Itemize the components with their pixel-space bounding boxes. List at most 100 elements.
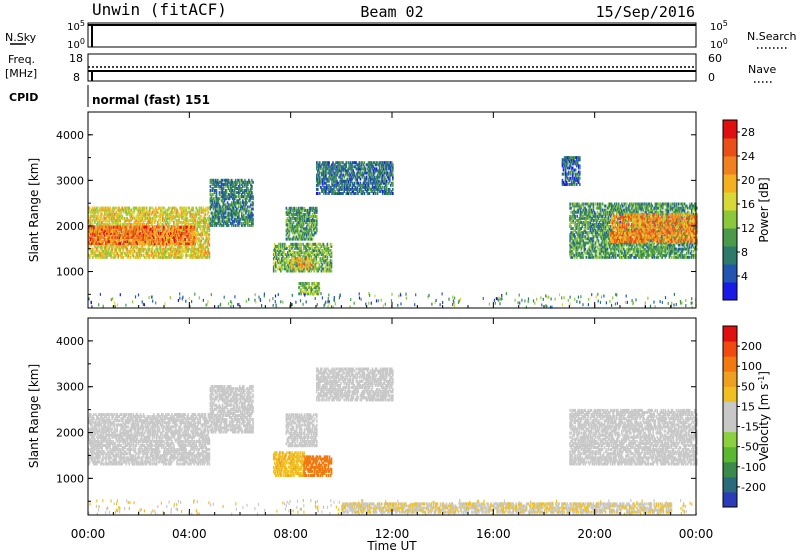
- heatmap-cell: [117, 212, 119, 216]
- heatmap-cell: [88, 240, 90, 244]
- heatmap-cell: [110, 243, 112, 247]
- heatmap-cell: [178, 233, 180, 237]
- heatmap-cell: [136, 242, 139, 246]
- heatmap-cell: [290, 253, 292, 257]
- heatmap-cell: [291, 237, 294, 241]
- heatmap-cell: [107, 208, 109, 212]
- heatmap-cell: [565, 174, 568, 178]
- heatmap-cell: [221, 182, 224, 186]
- heatmap-cell: [88, 206, 90, 210]
- heatmap-cell: [303, 206, 306, 210]
- heatmap-cell: [181, 216, 183, 220]
- heatmap-cell: [199, 214, 202, 218]
- heatmap-cell: [119, 233, 121, 237]
- heatmap-cell: [344, 169, 346, 173]
- heatmap-cell: [97, 208, 99, 212]
- heatmap-cell: [387, 165, 390, 169]
- heatmap-cell: [391, 165, 393, 169]
- heatmap-cell: [222, 213, 225, 217]
- heatmap-cell: [316, 286, 319, 290]
- heatmap-cell: [217, 219, 220, 223]
- heatmap-cell: [181, 236, 183, 239]
- heatmap-cell: [303, 244, 305, 248]
- heatmap-cell: [131, 247, 134, 251]
- heatmap-cell: [306, 237, 309, 241]
- heatmap-cell: [284, 242, 286, 246]
- heatmap-cell: [378, 161, 381, 165]
- heatmap-cell: [149, 210, 152, 214]
- heatmap-cell: [366, 192, 369, 195]
- heatmap-cell: [183, 227, 185, 231]
- heatmap-cell: [315, 231, 317, 235]
- heatmap-cell: [376, 183, 379, 187]
- heatmap-cell: [303, 229, 306, 233]
- heatmap-cell: [320, 165, 322, 169]
- heatmap-cell: [576, 239, 578, 243]
- heatmap-cell: [144, 251, 147, 255]
- heatmap-cell: [354, 165, 357, 169]
- heatmap-cell: [150, 242, 153, 246]
- heatmap-cell: [104, 243, 106, 247]
- heatmap-cell: [372, 173, 375, 177]
- heatmap-cell: [194, 225, 196, 228]
- heatmap-cell: [186, 229, 188, 233]
- heatmap-cell: [206, 241, 209, 245]
- heatmap-cell: [347, 185, 349, 189]
- heatmap-cell: [230, 201, 233, 205]
- heatmap-cell: [211, 193, 214, 197]
- heatmap-cell: [249, 211, 251, 215]
- heatmap-cell: [305, 242, 307, 246]
- heatmap-cell: [572, 245, 574, 249]
- heatmap-cell: [144, 233, 147, 237]
- heatmap-cell: [238, 178, 240, 182]
- heatmap-cell: [161, 210, 163, 214]
- heatmap-cell: [222, 182, 225, 186]
- heatmap-cell: [276, 246, 278, 250]
- heatmap-cell: [207, 237, 210, 241]
- heatmap-cell: [91, 242, 93, 246]
- heatmap-cell: [244, 209, 246, 213]
- heatmap-cell: [391, 181, 393, 185]
- heatmap-cell: [307, 263, 310, 267]
- heatmap-cell: [182, 212, 184, 216]
- heatmap-cell: [116, 216, 118, 220]
- heatmap-cell: [328, 165, 330, 169]
- heatmap-cell: [207, 251, 210, 255]
- heatmap-cell: [308, 227, 311, 231]
- heatmap-cell: [129, 239, 132, 243]
- heatmap-cell: [92, 218, 94, 222]
- heatmap-cell: [233, 197, 236, 201]
- heatmap-cell: [304, 229, 307, 233]
- heatmap-cell: [314, 246, 317, 250]
- heatmap-cell: [133, 240, 136, 244]
- heatmap-cell: [163, 220, 165, 224]
- heatmap-cell: [154, 206, 157, 210]
- heatmap-cell: [287, 253, 289, 257]
- heatmap-cell: [214, 180, 217, 184]
- heatmap-cell: [349, 187, 351, 191]
- heatmap-cell: [163, 236, 165, 239]
- heatmap-cell: [181, 231, 183, 235]
- heatmap-cell: [300, 215, 303, 218]
- heatmap-cell: [578, 237, 581, 241]
- heatmap-cell: [94, 242, 96, 246]
- heatmap-cell: [383, 175, 386, 179]
- heatmap-cell: [180, 212, 182, 216]
- heatmap-cell: [294, 267, 297, 271]
- heatmap-cell: [292, 215, 295, 218]
- heatmap-cell: [121, 253, 123, 257]
- heatmap-cell: [272, 249, 275, 252]
- heatmap-cell: [279, 267, 281, 271]
- heatmap-cell: [91, 231, 93, 235]
- heatmap-cell: [376, 169, 379, 173]
- heatmap-cell: [571, 172, 574, 176]
- heatmap-cell: [106, 210, 108, 214]
- heatmap-cell: [102, 255, 104, 259]
- heatmap-cell: [108, 216, 110, 220]
- heatmap-cell: [576, 255, 578, 259]
- heatmap-cell: [296, 210, 299, 214]
- heatmap-cell: [317, 169, 319, 173]
- heatmap-cell: [209, 205, 212, 209]
- heatmap-cell: [300, 267, 303, 271]
- heatmap-cell: [209, 193, 212, 197]
